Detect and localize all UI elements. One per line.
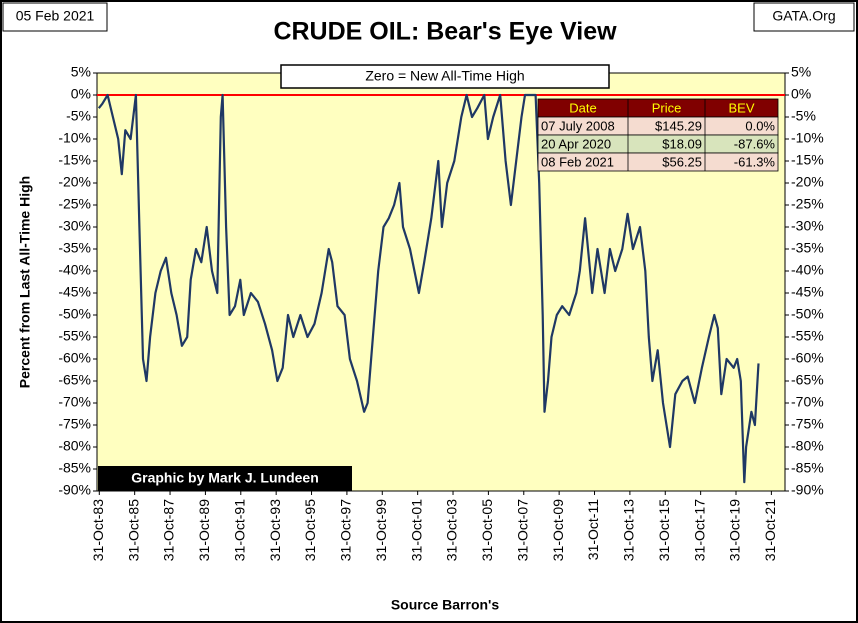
y-tick-label: -90% (58, 482, 91, 498)
x-tick-label: 31-Oct-19 (727, 499, 743, 561)
y-tick-label: -60% (58, 350, 91, 366)
y-tick-label: -40% (58, 262, 91, 278)
credit-box (98, 466, 352, 491)
table-header-cell: BEV (728, 100, 754, 115)
y2-tick-label: -50% (791, 306, 824, 322)
y2-tick-label: -35% (791, 240, 824, 256)
x-tick-label: 31-Oct-17 (691, 499, 707, 561)
series-line (97, 93, 760, 484)
annotation: Zero = New All-Time High (365, 68, 524, 84)
y2-tick-label: -70% (791, 394, 824, 410)
table-cell: 07 July 2008 (541, 118, 615, 133)
y2-tick-label: -85% (791, 460, 824, 476)
table-cell: -61.3% (734, 154, 776, 169)
x-tick-label: 31-Oct-05 (479, 499, 495, 561)
y2-tick-label: -25% (791, 196, 824, 212)
x-tick-label: 31-Oct-21 (762, 499, 778, 561)
y2-tick-label: -45% (791, 284, 824, 300)
y-tick-label: -85% (58, 460, 91, 476)
y2-tick-label: 0% (791, 86, 811, 102)
y-tick-label: -30% (58, 218, 91, 234)
x-tick-label: 31-Oct-13 (621, 499, 637, 561)
y-tick-label: -25% (58, 196, 91, 212)
credit: Graphic by Mark J. Lundeen (131, 470, 319, 486)
table-cell: 08 Feb 2021 (541, 154, 614, 169)
y2-tick-label: -60% (791, 350, 824, 366)
x-tick-label: 31-Oct-01 (408, 499, 424, 561)
x-tick-label: 31-Oct-09 (550, 499, 566, 561)
y2-tick-label: -65% (791, 372, 824, 388)
table-cell: $18.09 (662, 136, 702, 151)
y2-tick-label: -80% (791, 438, 824, 454)
table-cell: 0.0% (745, 118, 775, 133)
table-cell: -87.6% (734, 136, 776, 151)
y2-tick-label: -30% (791, 218, 824, 234)
y-tick-label: -10% (58, 130, 91, 146)
site: GATA.Org (772, 8, 835, 24)
x-tick-label: 31-Oct-85 (125, 499, 141, 561)
x-axis-label: Source Barron's (391, 597, 500, 613)
x-tick-label: 31-Oct-07 (514, 499, 530, 561)
x-tick-label: 31-Oct-95 (302, 499, 318, 561)
y2-tick-label: -15% (791, 152, 824, 168)
site-box (753, 2, 855, 32)
table-header-cell: Price (652, 100, 682, 115)
y2-tick-label: -55% (791, 328, 824, 344)
x-tick-label: 31-Oct-03 (444, 499, 460, 561)
x-tick-label: 31-Oct-89 (196, 499, 212, 561)
y-tick-label: -70% (58, 394, 91, 410)
x-tick-label: 31-Oct-99 (373, 499, 389, 561)
y2-tick-label: -20% (791, 174, 824, 190)
y2-tick-label: -75% (791, 416, 824, 432)
x-tick-label: 31-Oct-15 (656, 499, 672, 561)
y-tick-label: -50% (58, 306, 91, 322)
table-cell: $145.29 (655, 118, 702, 133)
table-row (537, 152, 779, 172)
table-header-cell: Date (569, 100, 596, 115)
x-tick-label: 31-Oct-97 (338, 499, 354, 561)
y2-tick-label: -5% (791, 108, 816, 124)
y-tick-label: -35% (58, 240, 91, 256)
y2-tick-label: -10% (791, 130, 824, 146)
y-tick-label: 0% (71, 86, 91, 102)
y-tick-label: -80% (58, 438, 91, 454)
y2-tick-label: -90% (791, 482, 824, 498)
y2-tick-label: -40% (791, 262, 824, 278)
table-cell: 20 Apr 2020 (541, 136, 611, 151)
y-tick-label: -55% (58, 328, 91, 344)
y-tick-label: 5% (71, 64, 91, 80)
y-tick-label: -65% (58, 372, 91, 388)
x-tick-label: 31-Oct-83 (90, 499, 106, 561)
y-tick-label: -5% (66, 108, 91, 124)
y2-tick-label: 5% (791, 64, 811, 80)
y-axis-label: Percent from Last All-Time High (17, 176, 33, 388)
y-tick-label: -45% (58, 284, 91, 300)
y-tick-label: -75% (58, 416, 91, 432)
date-box (2, 2, 108, 32)
x-tick-label: 31-Oct-93 (267, 499, 283, 561)
y-tick-label: -15% (58, 152, 91, 168)
x-tick-label: 31-Oct-11 (585, 499, 601, 560)
x-tick-label: 31-Oct-87 (161, 499, 177, 561)
date: 05 Feb 2021 (16, 8, 95, 24)
chart-title: CRUDE OIL: Bear's Eye View (273, 18, 617, 46)
y-tick-label: -20% (58, 174, 91, 190)
table-cell: $56.25 (662, 154, 702, 169)
x-tick-label: 31-Oct-91 (231, 499, 247, 561)
annotation-box (280, 64, 610, 89)
